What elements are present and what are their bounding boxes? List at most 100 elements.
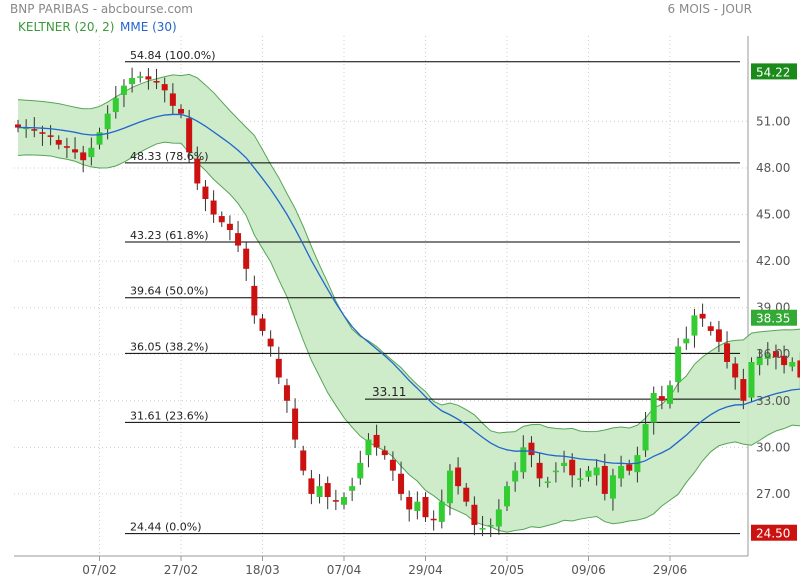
candle-body (601, 465, 608, 494)
period-label[interactable]: 6 MOIS - JOUR (667, 2, 752, 16)
candle-body (463, 487, 470, 502)
candle-body (267, 338, 274, 347)
candle-body (479, 528, 486, 530)
legend-mme: MME (30) (120, 20, 177, 34)
candle-body (455, 467, 462, 487)
candle-body (707, 326, 714, 331)
candle-body (292, 408, 299, 440)
candle-body (365, 439, 372, 456)
fib-level-label: 31.61 (23.6%) (130, 409, 209, 422)
keltner-band-fill (18, 74, 800, 533)
candle-body (618, 465, 625, 479)
candle-body (243, 248, 250, 269)
candle-body (202, 186, 209, 199)
fib-level-label: 39.64 (50.0%) (130, 285, 209, 298)
candle-body (438, 501, 445, 522)
candle-body (235, 233, 242, 246)
candle-body (145, 76, 152, 80)
fib-level-label: 43.23 (61.8%) (130, 229, 209, 242)
fib-level-label: 24.44 (0.0%) (130, 521, 202, 534)
candle-body (577, 478, 584, 480)
low-price-tag-box (751, 524, 797, 541)
candle-body (39, 132, 46, 134)
candle-body (283, 385, 290, 401)
candle-body (732, 363, 739, 378)
candle-body (569, 459, 576, 476)
candle-body (194, 158, 201, 184)
candle-body (667, 385, 673, 404)
candle-body (585, 470, 592, 477)
candle-body (797, 360, 800, 378)
candle-body (609, 475, 616, 499)
candle-body (724, 343, 731, 362)
fib-level-label: 54.84 (100.0%) (130, 49, 216, 62)
candle-body (210, 200, 217, 215)
site-title: BNP PARIBAS - abcbourse.com (10, 2, 193, 16)
candle-body (137, 76, 144, 78)
candle-body (536, 462, 543, 479)
y-tick-label: 51.00 (756, 114, 790, 128)
candle-body (528, 442, 535, 456)
candle-body (251, 285, 258, 316)
candle-body (31, 129, 38, 131)
y-tick-label: 36.00 (756, 347, 790, 361)
y-tick-label: 33.00 (756, 394, 790, 408)
candle-body (781, 355, 788, 366)
fib-level-label: 36.05 (38.2%) (130, 340, 209, 353)
x-tick-label: 07/02 (82, 563, 117, 577)
candle-body (349, 486, 356, 491)
x-tick-label: 07/04 (327, 563, 362, 577)
y-tick-label: 27.00 (756, 487, 790, 501)
candle-body (487, 524, 494, 527)
candle-body (23, 127, 30, 130)
x-tick-label: 09/06 (571, 563, 606, 577)
candle-body (161, 84, 168, 91)
candle-body (691, 315, 698, 336)
candle-body (226, 223, 233, 231)
candle-body (683, 338, 690, 344)
candle-body (504, 486, 510, 507)
candle-body (55, 140, 62, 145)
mme-line (18, 113, 800, 465)
candle-body (626, 464, 633, 471)
candle-body (308, 478, 315, 494)
candle-body (748, 361, 755, 398)
candle-body (406, 497, 413, 510)
candle-body (650, 393, 657, 423)
candle-body (300, 450, 307, 471)
candle-body (80, 152, 87, 161)
candle-body (324, 483, 331, 498)
candle-body (373, 434, 380, 448)
candle-body (153, 81, 160, 83)
legend-keltner: KELTNER (20, 2) (18, 20, 115, 34)
y-tick-label: 42.00 (756, 254, 790, 268)
x-tick-label: 27/02 (164, 563, 199, 577)
candle-body (88, 147, 95, 158)
candle-body (430, 518, 437, 521)
x-tick-label: 29/06 (653, 563, 688, 577)
candle-body (72, 149, 79, 153)
candle-body (772, 351, 779, 358)
candle-body (316, 486, 323, 498)
keltner-upper-line (17, 73, 800, 434)
level-label: 33.11 (372, 385, 406, 399)
candle-body (275, 358, 282, 378)
keltner-lower-line (17, 141, 800, 533)
candle-body (178, 108, 184, 114)
low-price-tag-text: 24.50 (756, 527, 790, 541)
candle-body (495, 509, 502, 527)
candle-body (389, 459, 396, 471)
candle-body (552, 470, 559, 473)
last-price-tag-box (751, 309, 797, 326)
candle-body (520, 447, 527, 473)
candle-body (63, 146, 70, 148)
candle-body (642, 424, 649, 451)
candle-body (120, 85, 127, 95)
candle-body (764, 354, 771, 359)
candle-body (740, 379, 747, 401)
candle-body (218, 216, 225, 223)
candle-body (112, 98, 119, 113)
candle-body (357, 462, 364, 479)
y-tick-label: 30.00 (756, 440, 790, 454)
